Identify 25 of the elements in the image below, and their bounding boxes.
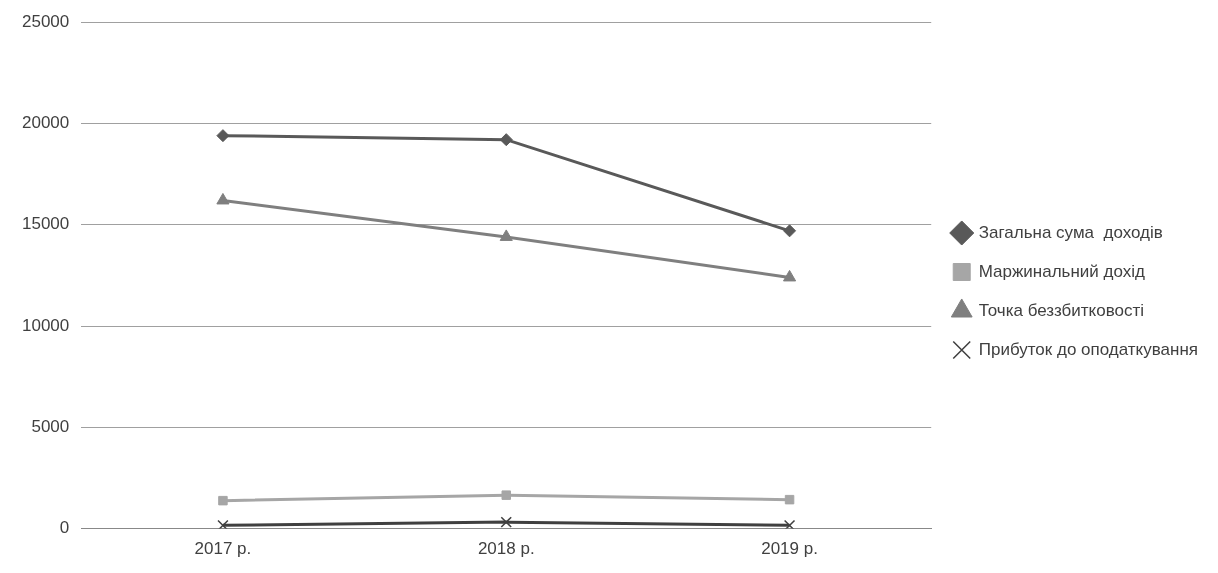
x-tick-label: 2017 р. [194,539,252,559]
point [783,224,797,238]
point [217,519,229,529]
legend-label: Маржинальний дохід [978,261,1146,281]
point [216,192,230,205]
x-tick-label: 2018 р. [477,539,535,559]
y-tick-label: 25000 [21,11,70,31]
point [218,495,228,506]
legend-label: Прибуток до оподаткування [978,339,1199,359]
point [499,229,513,241]
point [784,494,795,505]
point [501,490,511,500]
point [500,516,512,528]
y-tick-label: 15000 [21,214,70,234]
legend-label: Точка беззбитковості [978,300,1145,320]
y-tick-label: 5000 [31,417,70,437]
y-tick-label: 0 [59,518,70,538]
x-tick-label: 2019 р. [761,539,818,559]
y-tick-label: 10000 [21,315,70,335]
point [499,133,513,147]
y-tick-label: 20000 [21,113,70,133]
legend-label: Загальна сума доходів [978,222,1163,242]
point [783,519,796,529]
point [783,269,797,282]
point [216,129,230,143]
